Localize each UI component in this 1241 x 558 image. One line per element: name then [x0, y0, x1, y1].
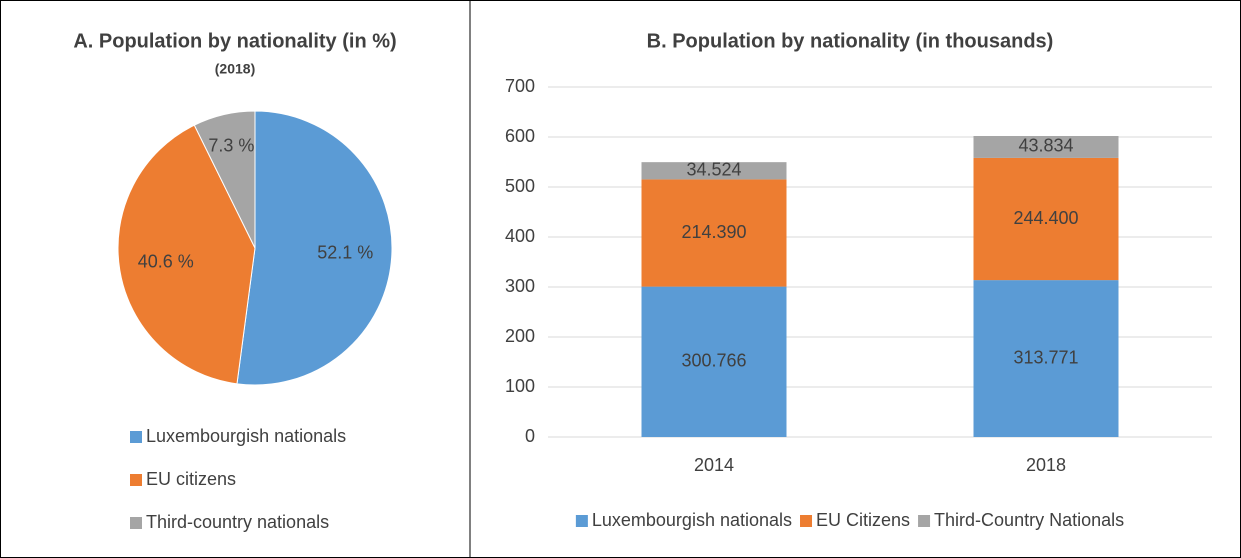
data-label: 52.1 % [317, 243, 373, 263]
legend-swatch [130, 474, 142, 486]
pie-slice [193, 110, 256, 249]
bar-segment [973, 280, 1119, 437]
x-tick-label: 2018 [1026, 455, 1066, 475]
bar-segment [973, 157, 1119, 281]
data-label: 7.3 % [208, 135, 254, 155]
data-label: 244.400 [1013, 208, 1078, 228]
y-tick-label: 100 [505, 376, 535, 396]
bar-title: B. Population by nationality (in thousan… [647, 30, 1054, 52]
legend-label: EU Citizens [816, 510, 910, 530]
x-tick-label: 2014 [694, 455, 734, 475]
legend-swatch [918, 515, 931, 527]
data-label: 43.834 [1018, 136, 1073, 156]
legend-label: Luxembourgish nationals [592, 510, 792, 530]
legend-swatch [575, 515, 588, 527]
y-tick-label: 300 [505, 276, 535, 296]
y-tick-label: 0 [525, 426, 535, 446]
legend-swatch [130, 431, 142, 443]
y-tick-label: 500 [505, 176, 535, 196]
pie-slice [236, 110, 393, 386]
data-label: 300.766 [681, 351, 746, 371]
legend-label: Luxembourgish nationals [146, 426, 346, 446]
data-label: 40.6 % [138, 251, 194, 271]
bar-segment [641, 162, 787, 180]
legend-swatch [130, 517, 142, 529]
bar-segment [641, 286, 787, 437]
y-tick-label: 400 [505, 226, 535, 246]
data-label: 313.771 [1013, 347, 1078, 367]
pie-title: A. Population by nationality (in %) [73, 30, 396, 52]
data-label: 34.524 [686, 160, 741, 180]
legend-swatch [800, 515, 813, 527]
y-tick-label: 700 [505, 76, 535, 96]
pie-subtitle: (2018) [215, 61, 255, 77]
y-tick-label: 600 [505, 126, 535, 146]
y-tick-label: 200 [505, 326, 535, 346]
pie-slice [117, 124, 256, 385]
bar-segment [641, 179, 787, 287]
bar-segment [973, 135, 1119, 158]
legend-label: Third-Country Nationals [934, 510, 1124, 530]
legend-label: EU citizens [146, 469, 236, 489]
legend-label: Third-country nationals [146, 512, 329, 532]
data-label: 214.390 [681, 222, 746, 242]
